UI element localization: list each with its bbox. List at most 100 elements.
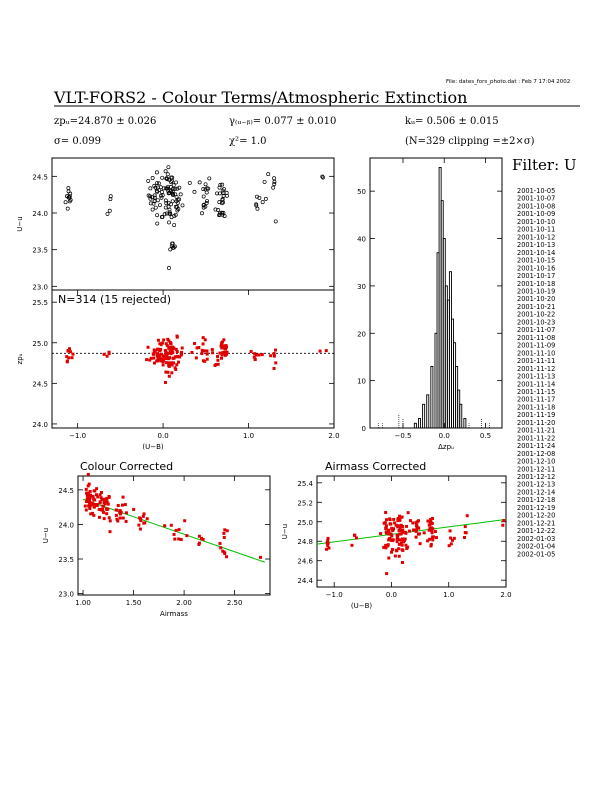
data-point <box>222 531 226 535</box>
data-point <box>428 537 432 541</box>
data-point <box>210 347 214 351</box>
data-point <box>350 543 354 547</box>
y-tick-label: 23.0 <box>58 591 74 599</box>
data-point <box>95 487 99 491</box>
data-point <box>203 182 208 187</box>
x-tick-label: 2.50 <box>227 599 243 607</box>
data-point <box>154 188 159 193</box>
data-point <box>400 528 404 532</box>
data-point <box>102 501 106 505</box>
y-tick-label: 24.5 <box>58 487 74 495</box>
data-point <box>195 346 199 350</box>
data-point <box>89 512 93 516</box>
data-point <box>169 341 173 345</box>
data-point <box>155 185 160 190</box>
data-point <box>179 352 183 356</box>
y-tick-label: 25.0 <box>32 340 48 348</box>
data-point <box>462 536 466 540</box>
data-point <box>105 354 109 358</box>
data-point <box>146 345 150 349</box>
data-point <box>174 367 178 371</box>
data-point <box>156 359 160 363</box>
data-point <box>167 361 171 365</box>
data-point <box>272 354 276 358</box>
data-point <box>221 344 225 348</box>
data-point <box>398 518 402 522</box>
date-item: 2001-11-18 <box>517 403 555 411</box>
data-point <box>86 472 90 476</box>
data-point <box>159 215 164 219</box>
histogram-bar <box>426 394 430 429</box>
data-point <box>163 354 167 358</box>
data-point <box>156 347 160 351</box>
fit-line <box>82 498 266 563</box>
data-point <box>426 519 430 523</box>
data-point <box>169 362 173 366</box>
data-point <box>205 199 209 204</box>
data-point <box>180 203 185 208</box>
data-point <box>153 361 157 365</box>
data-point <box>224 345 228 349</box>
stat-zp: zpᵤ=24.870 ± 0.026 <box>54 116 156 127</box>
data-point <box>222 350 226 354</box>
data-point <box>167 374 171 378</box>
data-point <box>124 511 128 515</box>
date-item: 2002-01-04 <box>517 543 555 551</box>
data-point <box>417 532 421 536</box>
data-point <box>223 347 227 351</box>
date-item: 2001-11-19 <box>517 411 555 419</box>
y-axis-label: U−u <box>281 524 289 539</box>
data-point <box>102 352 106 356</box>
data-point <box>400 561 404 565</box>
data-point <box>412 528 416 532</box>
data-point <box>384 524 388 528</box>
data-point <box>180 346 184 350</box>
data-point <box>65 355 69 359</box>
data-point <box>431 516 435 520</box>
data-point <box>174 528 178 532</box>
data-point <box>253 358 257 362</box>
data-point <box>143 521 147 525</box>
data-point <box>91 494 95 498</box>
data-point <box>158 356 162 360</box>
date-item: 2001-11-20 <box>517 419 555 427</box>
data-point <box>105 211 110 216</box>
data-point <box>166 177 171 182</box>
data-point <box>152 183 157 188</box>
data-point <box>101 508 105 512</box>
date-item: 2001-10-13 <box>517 241 555 249</box>
data-point <box>92 505 96 509</box>
data-point <box>219 344 223 348</box>
data-point <box>153 205 158 210</box>
data-point <box>121 516 125 520</box>
data-point <box>171 183 176 188</box>
data-point <box>169 185 174 189</box>
data-point <box>85 500 89 504</box>
data-point <box>173 186 178 191</box>
data-point <box>220 346 224 350</box>
data-point <box>169 352 173 356</box>
data-point <box>197 346 201 350</box>
data-point <box>219 546 223 550</box>
data-point <box>384 526 388 530</box>
data-point <box>391 538 395 542</box>
data-point <box>166 200 171 205</box>
data-point <box>159 193 163 198</box>
data-point <box>67 356 71 360</box>
date-item: 2001-12-10 <box>517 458 555 466</box>
data-point <box>384 511 388 515</box>
data-point <box>118 512 122 516</box>
data-point <box>201 336 205 340</box>
y-tick-label: 23.5 <box>32 247 48 255</box>
y-tick-label: 25.2 <box>297 499 313 507</box>
data-point <box>175 350 179 354</box>
data-point <box>174 180 179 185</box>
data-point <box>190 350 194 354</box>
data-point <box>260 353 264 357</box>
data-point <box>204 201 209 205</box>
data-point <box>222 338 226 342</box>
data-point <box>404 531 408 535</box>
raw-zero-point-plot: 23.0 23.5 24.0 24.5 U−u <box>16 157 335 291</box>
y-tick-label: 10 <box>357 378 366 386</box>
data-point <box>197 542 201 546</box>
